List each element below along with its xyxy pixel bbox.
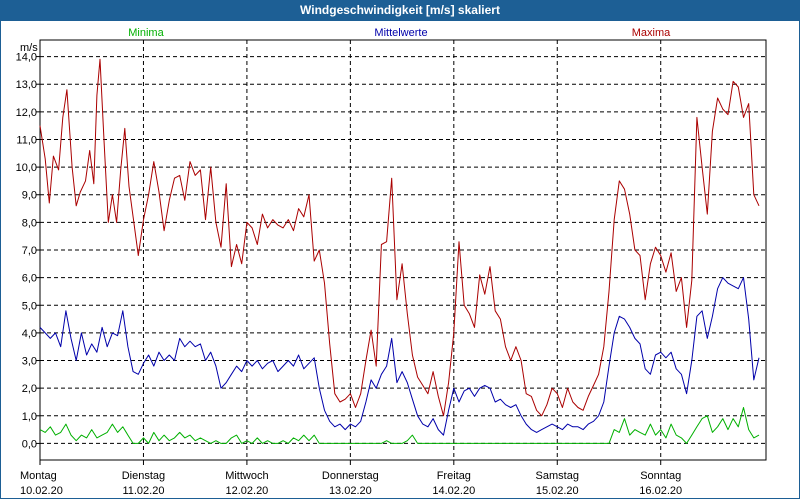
y-tick-label: 0,0 [22,438,37,450]
y-tick-label: 5,0 [22,300,37,312]
y-axis-unit: m/s [20,42,38,54]
series-minima-line [39,407,760,444]
y-tick-label: 1,0 [22,411,37,423]
y-tick-label: 2,0 [22,383,37,395]
x-day-label: Sonntag [640,470,681,482]
y-axis: 0,0 1,0 2,0 3,0 4,0 5,0 6,0 7,0 8,0 9,0 10,0 11,0 12… [16,52,40,450]
y-tick-label: 9,0 [22,190,37,202]
legend-maxima: Maxima [632,27,671,39]
y-tick-label: 10,0 [16,162,37,174]
x-date-label: 15.02.20 [536,485,579,497]
x-day-label: Montag [20,470,57,482]
x-date-label: 11.02.20 [122,485,164,497]
chart-title: Windgeschwindigkeit [m/s] skaliert [300,3,500,17]
chart-title-bar: Windgeschwindigkeit [m/s] skaliert [0,0,800,21]
legend-mittelwerte: Mittelwerte [374,27,427,39]
x-date-label: 16.02.20 [639,485,682,497]
x-day-label: Donnerstag [322,470,379,482]
x-day-label: Samstag [536,470,579,482]
x-day-label: Mittwoch [225,470,268,482]
x-day-label: Freitag [437,470,471,482]
x-date-label: 10.02.20 [20,485,63,497]
legend-minima: Minima [128,27,164,39]
x-day-label: Dienstag [122,470,165,482]
y-tick-label: 11,0 [16,134,37,146]
x-date-label: 13.02.20 [329,485,372,497]
grid [40,40,766,460]
y-tick-label: 4,0 [22,328,37,340]
y-tick-label: 7,0 [22,245,37,257]
x-axis: Montag 10.02.20 Dienstag 11.02.20 Mittwoch 12… [20,460,682,497]
x-date-label: 12.02.20 [225,485,268,497]
y-tick-label: 13,0 [16,79,37,91]
series-group [39,58,760,444]
y-tick-label: 3,0 [22,356,37,368]
y-tick-label: 8,0 [22,217,37,229]
series-mittelwerte-line [39,277,760,436]
x-date-label: 14.02.20 [432,485,475,497]
y-tick-label: 12,0 [16,107,37,119]
series-maxima-line [39,58,760,417]
y-tick-label: 14,0 [16,52,37,64]
y-tick-label: 6,0 [22,273,37,285]
